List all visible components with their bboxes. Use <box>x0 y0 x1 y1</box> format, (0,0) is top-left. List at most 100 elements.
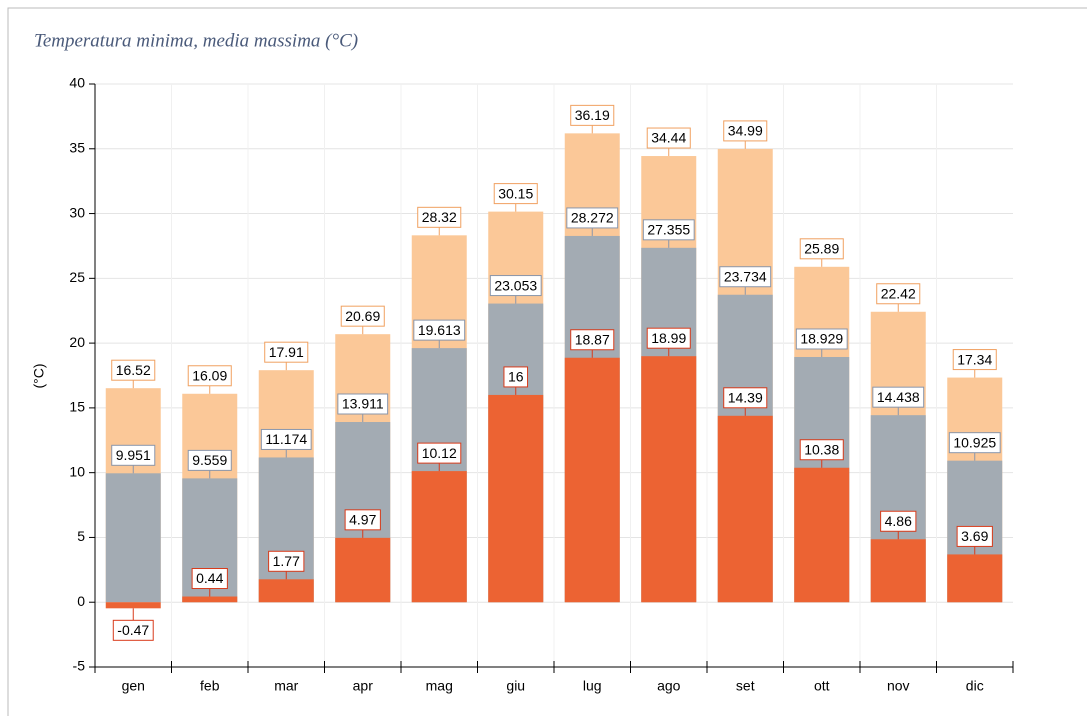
x-tick-label: mar <box>274 678 298 694</box>
x-tick-label: dic <box>966 678 984 694</box>
label-box <box>264 341 309 363</box>
x-tick-label: giu <box>506 678 525 694</box>
data-label: 16 <box>503 366 529 395</box>
bar <box>411 471 467 603</box>
data-label: 9.951 <box>111 444 156 474</box>
x-tick-label: ago <box>657 678 681 694</box>
bar <box>105 473 161 603</box>
y-tick-label: 30 <box>69 204 85 220</box>
data-label: 13.911 <box>337 393 389 422</box>
data-label-text: 4.86 <box>885 513 912 529</box>
data-label-text: 18.87 <box>575 331 610 347</box>
data-label-text: -0.47 <box>117 622 149 638</box>
label-box <box>570 104 615 126</box>
y-tick-label: 35 <box>69 139 85 155</box>
label-box <box>344 509 381 531</box>
data-label: 9.559 <box>187 449 232 479</box>
x-tick-label: set <box>736 678 755 694</box>
bar <box>717 415 773 603</box>
data-label: 14.39 <box>723 387 768 416</box>
data-label-text: 0.44 <box>196 570 223 586</box>
label-box <box>952 349 997 371</box>
data-label-text: 3.69 <box>961 528 988 544</box>
data-label: 18.929 <box>795 328 848 357</box>
data-label: 16.09 <box>187 365 232 394</box>
data-label: 20.69 <box>340 305 385 335</box>
x-tick-label: ott <box>814 678 830 694</box>
data-label-text: 10.925 <box>953 434 996 450</box>
data-label-text: 11.174 <box>265 431 307 447</box>
label-box <box>417 206 462 228</box>
data-label: 36.19 <box>570 104 615 134</box>
data-label-text: 10.38 <box>804 441 839 457</box>
label-box <box>260 428 312 450</box>
data-label-text: 16.09 <box>192 367 227 383</box>
data-label-text: 27.355 <box>647 222 690 238</box>
label-box <box>187 449 232 471</box>
y-axis-label: (°C) <box>31 363 47 388</box>
data-label-text: 1.77 <box>273 553 300 569</box>
bar <box>870 539 926 603</box>
data-label-text: 14.438 <box>877 389 920 405</box>
data-label-text: 9.559 <box>192 452 227 468</box>
data-label-text: 18.99 <box>651 330 686 346</box>
data-label-text: 13.911 <box>342 396 384 412</box>
data-label: 34.44 <box>646 127 691 157</box>
data-label: 10.12 <box>417 442 462 472</box>
y-tick-label: 20 <box>69 334 85 350</box>
y-tick-label: 40 <box>69 75 85 91</box>
bar <box>335 537 391 603</box>
data-label: 0.44 <box>191 568 228 597</box>
data-label: 28.272 <box>566 207 619 236</box>
bar <box>105 602 161 609</box>
y-tick-label: -5 <box>73 658 86 674</box>
label-box <box>337 393 389 415</box>
data-label: 11.174 <box>260 428 312 458</box>
data-label-text: 20.69 <box>345 308 380 324</box>
data-label: 25.89 <box>799 238 844 267</box>
data-label-text: 30.15 <box>498 185 533 201</box>
label-box <box>956 525 993 547</box>
y-tick-label: 0 <box>77 593 85 609</box>
data-label-text: 25.89 <box>804 241 839 257</box>
label-box <box>340 305 385 327</box>
data-label: 34.99 <box>723 120 768 149</box>
x-tick-label: feb <box>200 678 220 694</box>
label-box <box>503 366 529 388</box>
data-label: 23.734 <box>719 266 772 295</box>
label-box <box>191 568 228 590</box>
x-tick-label: mag <box>426 678 453 694</box>
label-box <box>642 219 695 241</box>
data-label: 18.87 <box>570 329 615 358</box>
data-label: 14.438 <box>872 386 925 416</box>
bar <box>488 394 544 603</box>
label-box <box>413 319 466 341</box>
data-label-text: 22.42 <box>881 285 916 301</box>
data-label-text: 34.99 <box>728 123 763 139</box>
data-label: 16.52 <box>111 359 156 389</box>
x-tick-label: nov <box>887 678 910 694</box>
data-label: 4.97 <box>344 509 381 538</box>
label-box <box>111 359 156 381</box>
data-label: 4.86 <box>880 510 917 540</box>
chart-title: Temperatura minima, media massima (°C) <box>34 30 358 51</box>
bar <box>947 554 1003 603</box>
y-tick-label: 15 <box>69 399 85 415</box>
data-label: 10.925 <box>948 432 1001 461</box>
data-label-text: 19.613 <box>418 322 461 338</box>
label-box <box>876 283 921 305</box>
y-tick-label: 10 <box>69 463 85 479</box>
data-label-text: 14.39 <box>728 389 763 405</box>
data-label-text: 36.19 <box>575 107 610 123</box>
y-tick-label: 25 <box>69 269 85 285</box>
x-tick-label: gen <box>122 678 145 694</box>
data-label-text: 16.52 <box>116 362 151 378</box>
label-box <box>948 432 1001 454</box>
data-label: 19.613 <box>413 319 466 349</box>
label-box <box>493 183 538 205</box>
data-label-text: 17.34 <box>957 351 992 367</box>
data-label-text: 18.929 <box>800 331 843 347</box>
label-box <box>489 275 542 297</box>
data-label: 17.91 <box>264 341 309 371</box>
data-label-text: 17.91 <box>269 344 304 360</box>
